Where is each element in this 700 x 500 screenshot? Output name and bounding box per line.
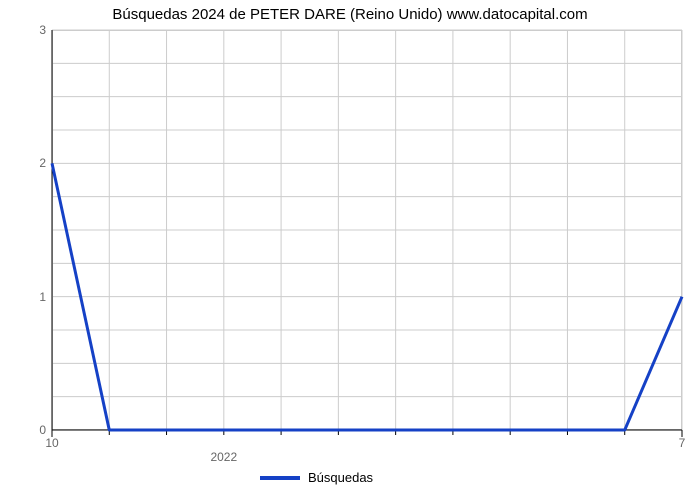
y-axis-tick-label: 1 <box>16 290 46 304</box>
x-axis-tick-label: 10 <box>45 436 58 450</box>
chart-plot-area <box>52 30 682 430</box>
chart-title: Búsquedas 2024 de PETER DARE (Reino Unid… <box>0 6 700 23</box>
legend-label: Búsquedas <box>308 470 373 485</box>
x-axis-tick-label: 7 <box>679 436 686 450</box>
x-axis-secondary-label: 2022 <box>210 450 237 464</box>
y-axis-tick-label: 0 <box>16 423 46 437</box>
y-axis-tick-label: 2 <box>16 156 46 170</box>
y-axis-tick-label: 3 <box>16 23 46 37</box>
legend-swatch <box>260 476 300 480</box>
